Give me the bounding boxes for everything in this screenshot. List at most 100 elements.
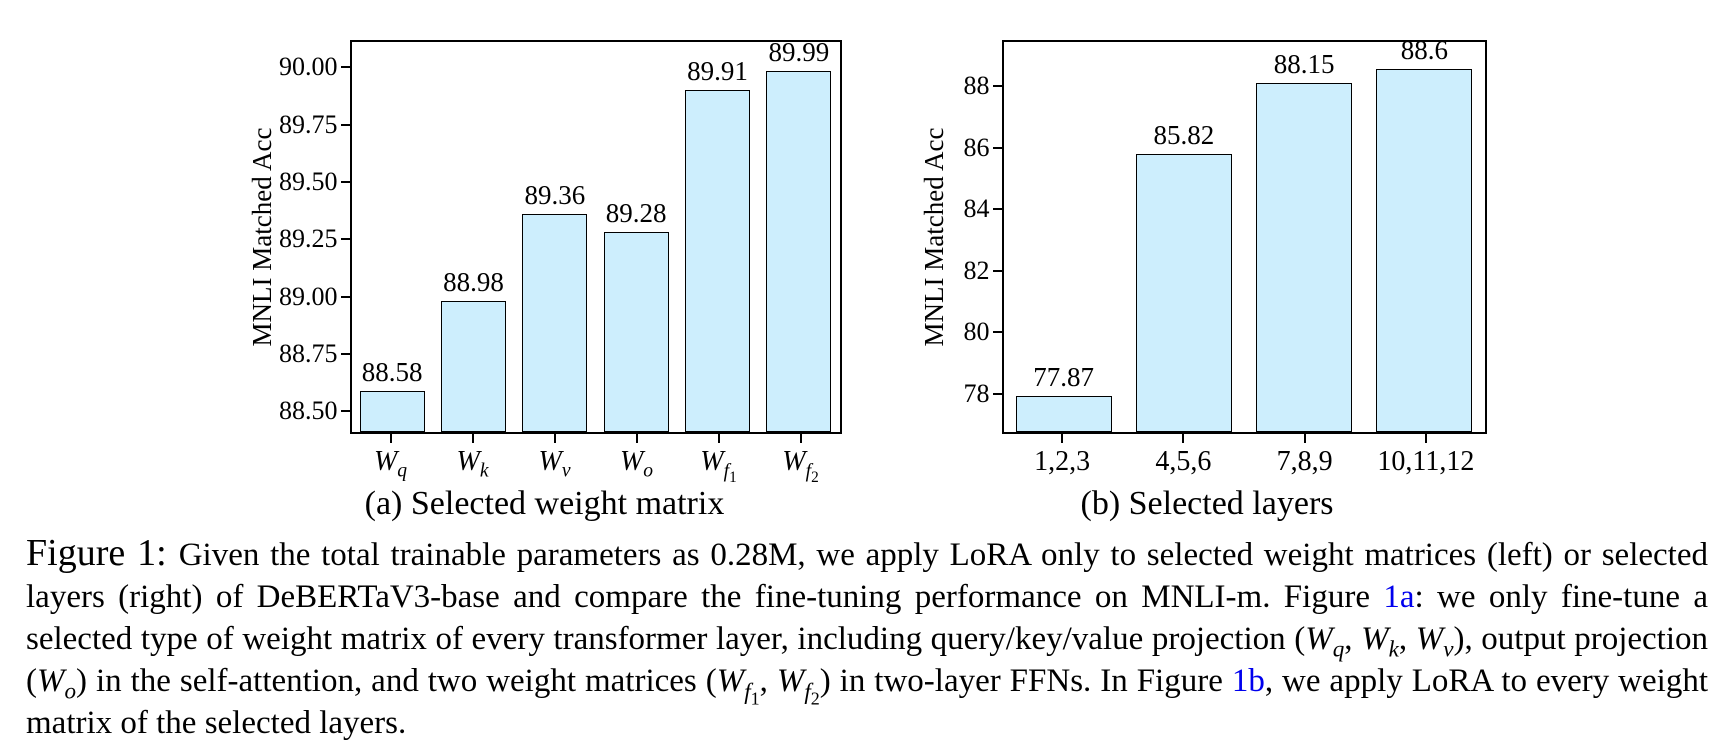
- bar-value-label: 89.91: [687, 55, 748, 86]
- bar-value-label: 77.87: [1033, 362, 1094, 393]
- subcaption-b: (b) Selected layers: [1080, 485, 1334, 522]
- y-axis-tick: [992, 331, 1002, 334]
- x-axis-tick: [799, 434, 802, 443]
- bar: [766, 71, 832, 432]
- caption-text: : we only fine-tune a selected type of w…: [26, 579, 1708, 657]
- x-tick-label: 4,5,6: [1155, 446, 1212, 477]
- x-axis-tick: [1061, 434, 1064, 443]
- bar-value-label: 88.6: [1400, 35, 1448, 66]
- y-tick-label: 88: [963, 71, 990, 101]
- bar: [522, 214, 588, 432]
- y-tick-label: 78: [963, 378, 990, 408]
- y-axis-tick: [340, 66, 350, 69]
- plot-area: 88.58 88.98 89.36 89.28 89.91 89.99: [349, 37, 842, 434]
- subfigure-a: MNLI Matched Acc 88.58 88.98 89.36 89.28 89.9…: [240, 10, 850, 524]
- bar-value-label: 89.36: [524, 180, 586, 211]
- bar-value-label: 85.82: [1153, 120, 1215, 151]
- x-tick-math-label: Wq: [373, 446, 408, 482]
- y-axis-tick: [340, 181, 350, 184]
- y-tick-label: 89.25: [279, 224, 338, 254]
- y-tick-label: 89.50: [279, 167, 338, 197]
- x-axis-tick: [1303, 434, 1306, 443]
- bar-value-label: 88.15: [1273, 49, 1335, 80]
- x-axis-tick: [389, 434, 392, 443]
- caption-text: ,: [1344, 621, 1362, 657]
- y-tick-label: 90.00: [279, 52, 338, 82]
- y-tick-label: 80: [963, 317, 990, 347]
- caption-text: ,: [1398, 621, 1416, 657]
- bar-chart-selected-weight-matrix: MNLI Matched Acc 88.58 88.98 89.36 89.28 89.9…: [240, 10, 850, 486]
- x-tick-label: Wf2: [782, 446, 819, 486]
- figure-1b-link[interactable]: 1b: [1231, 663, 1265, 699]
- bar-value-label: 89.99: [768, 37, 830, 68]
- y-tick-label: 86: [963, 132, 990, 162]
- x-axis-tick: [471, 434, 474, 443]
- caption-text: Given the total trainable parameters as …: [26, 537, 1708, 615]
- caption-text: ), output projection (: [26, 621, 1709, 699]
- x-tick-math-label: Wf2: [782, 446, 819, 486]
- caption-math-symbol: Wk: [1361, 621, 1399, 662]
- caption-text: ) in the self-attention, and two weight …: [76, 663, 717, 699]
- x-tick-label: 1,2,3: [1034, 446, 1091, 477]
- y-tick-label: 88.75: [279, 338, 338, 368]
- x-tick-math-label: Wv: [538, 446, 571, 482]
- y-tick-label: 89.75: [279, 109, 338, 139]
- x-tick-label: Wq: [373, 446, 408, 482]
- y-axis-tick: [992, 85, 1002, 88]
- figure-row: MNLI Matched Acc 88.58 88.98 89.36 89.28 89.9…: [240, 10, 1495, 524]
- y-axis-tick: [992, 208, 1002, 211]
- bar-value-label: 88.98: [443, 266, 504, 297]
- bar: [684, 89, 751, 432]
- y-tick-label: 84: [963, 194, 990, 224]
- y-axis-tick: [340, 410, 350, 413]
- x-axis-tick: [1182, 434, 1185, 443]
- bar: [1256, 83, 1353, 432]
- bar: [1376, 69, 1473, 432]
- caption-math-symbol: Wv: [1415, 621, 1454, 662]
- figure-1a-link[interactable]: 1a: [1383, 579, 1415, 615]
- caption-math-symbol: Wq: [1305, 621, 1345, 662]
- y-axis-tick: [340, 238, 350, 241]
- y-tick-label: 82: [963, 255, 990, 285]
- bar-value-label: 88.58: [361, 357, 423, 388]
- x-axis-tick: [635, 434, 638, 443]
- bar-value-label: 89.28: [605, 198, 667, 229]
- bar: [440, 300, 507, 432]
- subcaption-a: (a) Selected weight matrix: [364, 485, 725, 522]
- subfigure-b: MNLI Matched Acc 77.87 85.82 88.15 88.6 78 80 8…: [919, 10, 1495, 524]
- x-tick-label: Wo: [619, 446, 654, 482]
- x-tick-math-label: Wk: [456, 446, 489, 482]
- x-tick-label: Wf1: [700, 446, 737, 486]
- x-tick-math-label: Wf1: [700, 446, 737, 486]
- x-tick-label: Wk: [456, 446, 489, 482]
- caption-text: , we apply LoRA to every weight matrix o…: [26, 663, 1708, 741]
- x-tick-label: Wv: [538, 446, 571, 482]
- y-tick-label: 88.50: [279, 396, 338, 426]
- caption-math-symbol: Wo: [37, 663, 77, 704]
- x-tick-math-label: Wo: [619, 446, 654, 482]
- caption-text: ,: [759, 663, 777, 699]
- figure-caption-label: Figure 1:: [26, 532, 179, 574]
- y-tick-label: 89.00: [279, 281, 338, 311]
- y-axis-tick: [992, 146, 1002, 149]
- y-axis-tick: [992, 269, 1002, 272]
- y-axis-tick: [340, 123, 350, 126]
- figure-caption: Figure 1: Given the total trainable para…: [26, 532, 1708, 744]
- bar: [1015, 396, 1112, 432]
- y-axis-tick: [992, 392, 1002, 395]
- plot-area: 77.87 85.82 88.15 88.6: [1001, 35, 1487, 434]
- bar: [603, 232, 669, 432]
- y-axis-tick: [340, 352, 350, 355]
- bar-chart-selected-layers: MNLI Matched Acc 77.87 85.82 88.15 88.6 78 80 8…: [919, 10, 1495, 480]
- caption-math-symbol: Wf1: [716, 663, 760, 709]
- x-axis-tick: [717, 434, 720, 443]
- x-axis-tick: [1424, 434, 1427, 443]
- caption-text: ) in two-layer FFNs. In Figure: [819, 663, 1232, 699]
- x-axis-tick: [553, 434, 556, 443]
- bar: [359, 391, 425, 432]
- caption-math-symbol: Wf2: [776, 663, 820, 709]
- x-tick-label: 7,8,9: [1276, 446, 1333, 477]
- y-axis-tick: [340, 295, 350, 298]
- x-tick-label: 10,11,12: [1377, 446, 1475, 477]
